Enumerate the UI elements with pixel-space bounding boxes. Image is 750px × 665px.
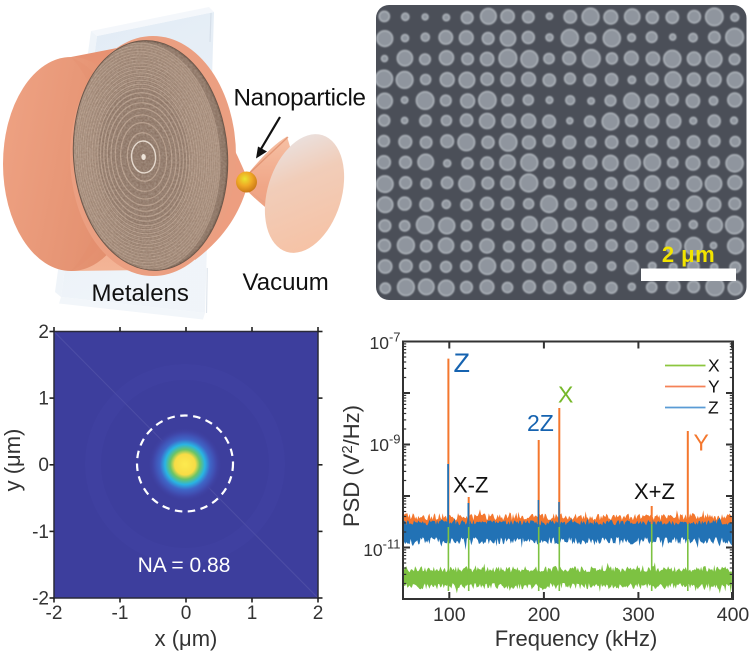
svg-text:0: 0 — [38, 455, 49, 476]
svg-text:X-Z: X-Z — [453, 473, 488, 498]
svg-text:300: 300 — [622, 604, 655, 626]
svg-text:Nanoparticle: Nanoparticle — [234, 85, 366, 112]
svg-text:X: X — [558, 382, 573, 408]
svg-text:Vacuum: Vacuum — [243, 269, 329, 296]
svg-text:200: 200 — [528, 604, 561, 626]
svg-text:-1: -1 — [32, 522, 49, 543]
svg-text:400: 400 — [717, 604, 750, 626]
svg-text:NA = 0.88: NA = 0.88 — [138, 554, 231, 577]
svg-text:-1: -1 — [112, 603, 129, 624]
svg-text:PSD (V2/Hz): PSD (V2/Hz) — [339, 405, 364, 527]
svg-text:y (μm): y (μm) — [0, 429, 25, 492]
svg-text:2 μm: 2 μm — [662, 242, 715, 267]
svg-text:2: 2 — [313, 603, 324, 624]
svg-text:0: 0 — [181, 603, 192, 624]
svg-text:100: 100 — [433, 604, 466, 626]
svg-text:Z: Z — [708, 398, 719, 418]
svg-text:2: 2 — [38, 322, 49, 343]
svg-text:1: 1 — [38, 389, 49, 410]
svg-text:x (μm): x (μm) — [155, 626, 218, 651]
svg-text:2Z: 2Z — [527, 410, 554, 436]
svg-text:1: 1 — [247, 603, 258, 624]
svg-text:Z: Z — [454, 348, 471, 378]
svg-text:X+Z: X+Z — [634, 479, 675, 504]
svg-text:-2: -2 — [32, 589, 49, 610]
svg-text:Frequency (kHz): Frequency (kHz) — [495, 626, 658, 651]
svg-text:X: X — [708, 356, 720, 376]
svg-text:-2: -2 — [46, 603, 63, 624]
svg-text:Y: Y — [694, 430, 709, 456]
svg-text:Y: Y — [708, 377, 720, 397]
svg-text:Metalens: Metalens — [92, 280, 189, 307]
